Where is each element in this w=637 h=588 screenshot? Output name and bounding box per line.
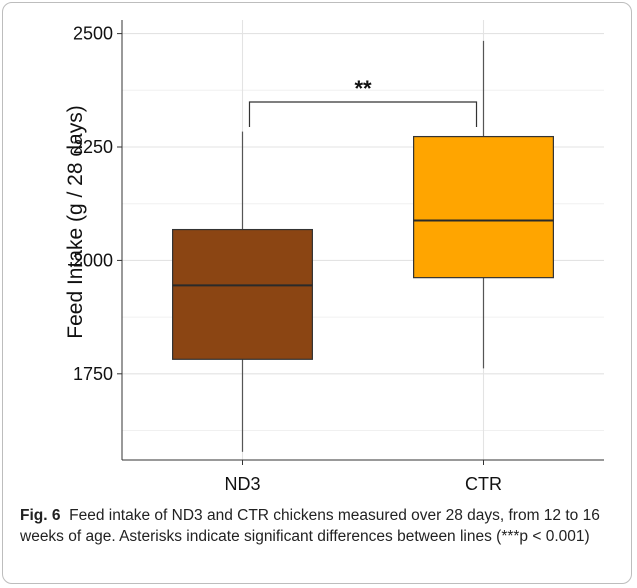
x-tick-label: CTR (465, 474, 502, 494)
y-tick-label: 2250 (73, 137, 113, 157)
x-ticks: ND3 CTR (224, 460, 502, 494)
boxplot-chart: 1750 2000 2250 2500 ND3 CTR ** Feed Intake (… (64, 20, 604, 494)
boxes-group (172, 40, 554, 452)
figure-label: Fig. 6 (20, 507, 61, 524)
caption-text: Feed intake of ND3 and CTR chickens meas… (20, 507, 600, 545)
y-tick-label: 2500 (73, 24, 113, 44)
significance-bracket: ** (248, 76, 478, 127)
y-axis-title: Feed Intake (g / 28 days) (64, 105, 87, 338)
box-ctr (413, 40, 554, 369)
y-tick-label: 1750 (73, 364, 113, 384)
figure-caption: Fig. 6 Feed intake of ND3 and CTR chicke… (20, 505, 620, 547)
x-tick-label: ND3 (224, 474, 260, 494)
box-body (172, 228, 313, 360)
significance-label: ** (354, 76, 372, 101)
box-nd3 (172, 131, 313, 452)
box-body (413, 135, 554, 279)
bracket-line (248, 101, 478, 127)
y-ticks: 1750 2000 2250 2500 (73, 24, 122, 384)
y-tick-label: 2000 (73, 250, 113, 270)
